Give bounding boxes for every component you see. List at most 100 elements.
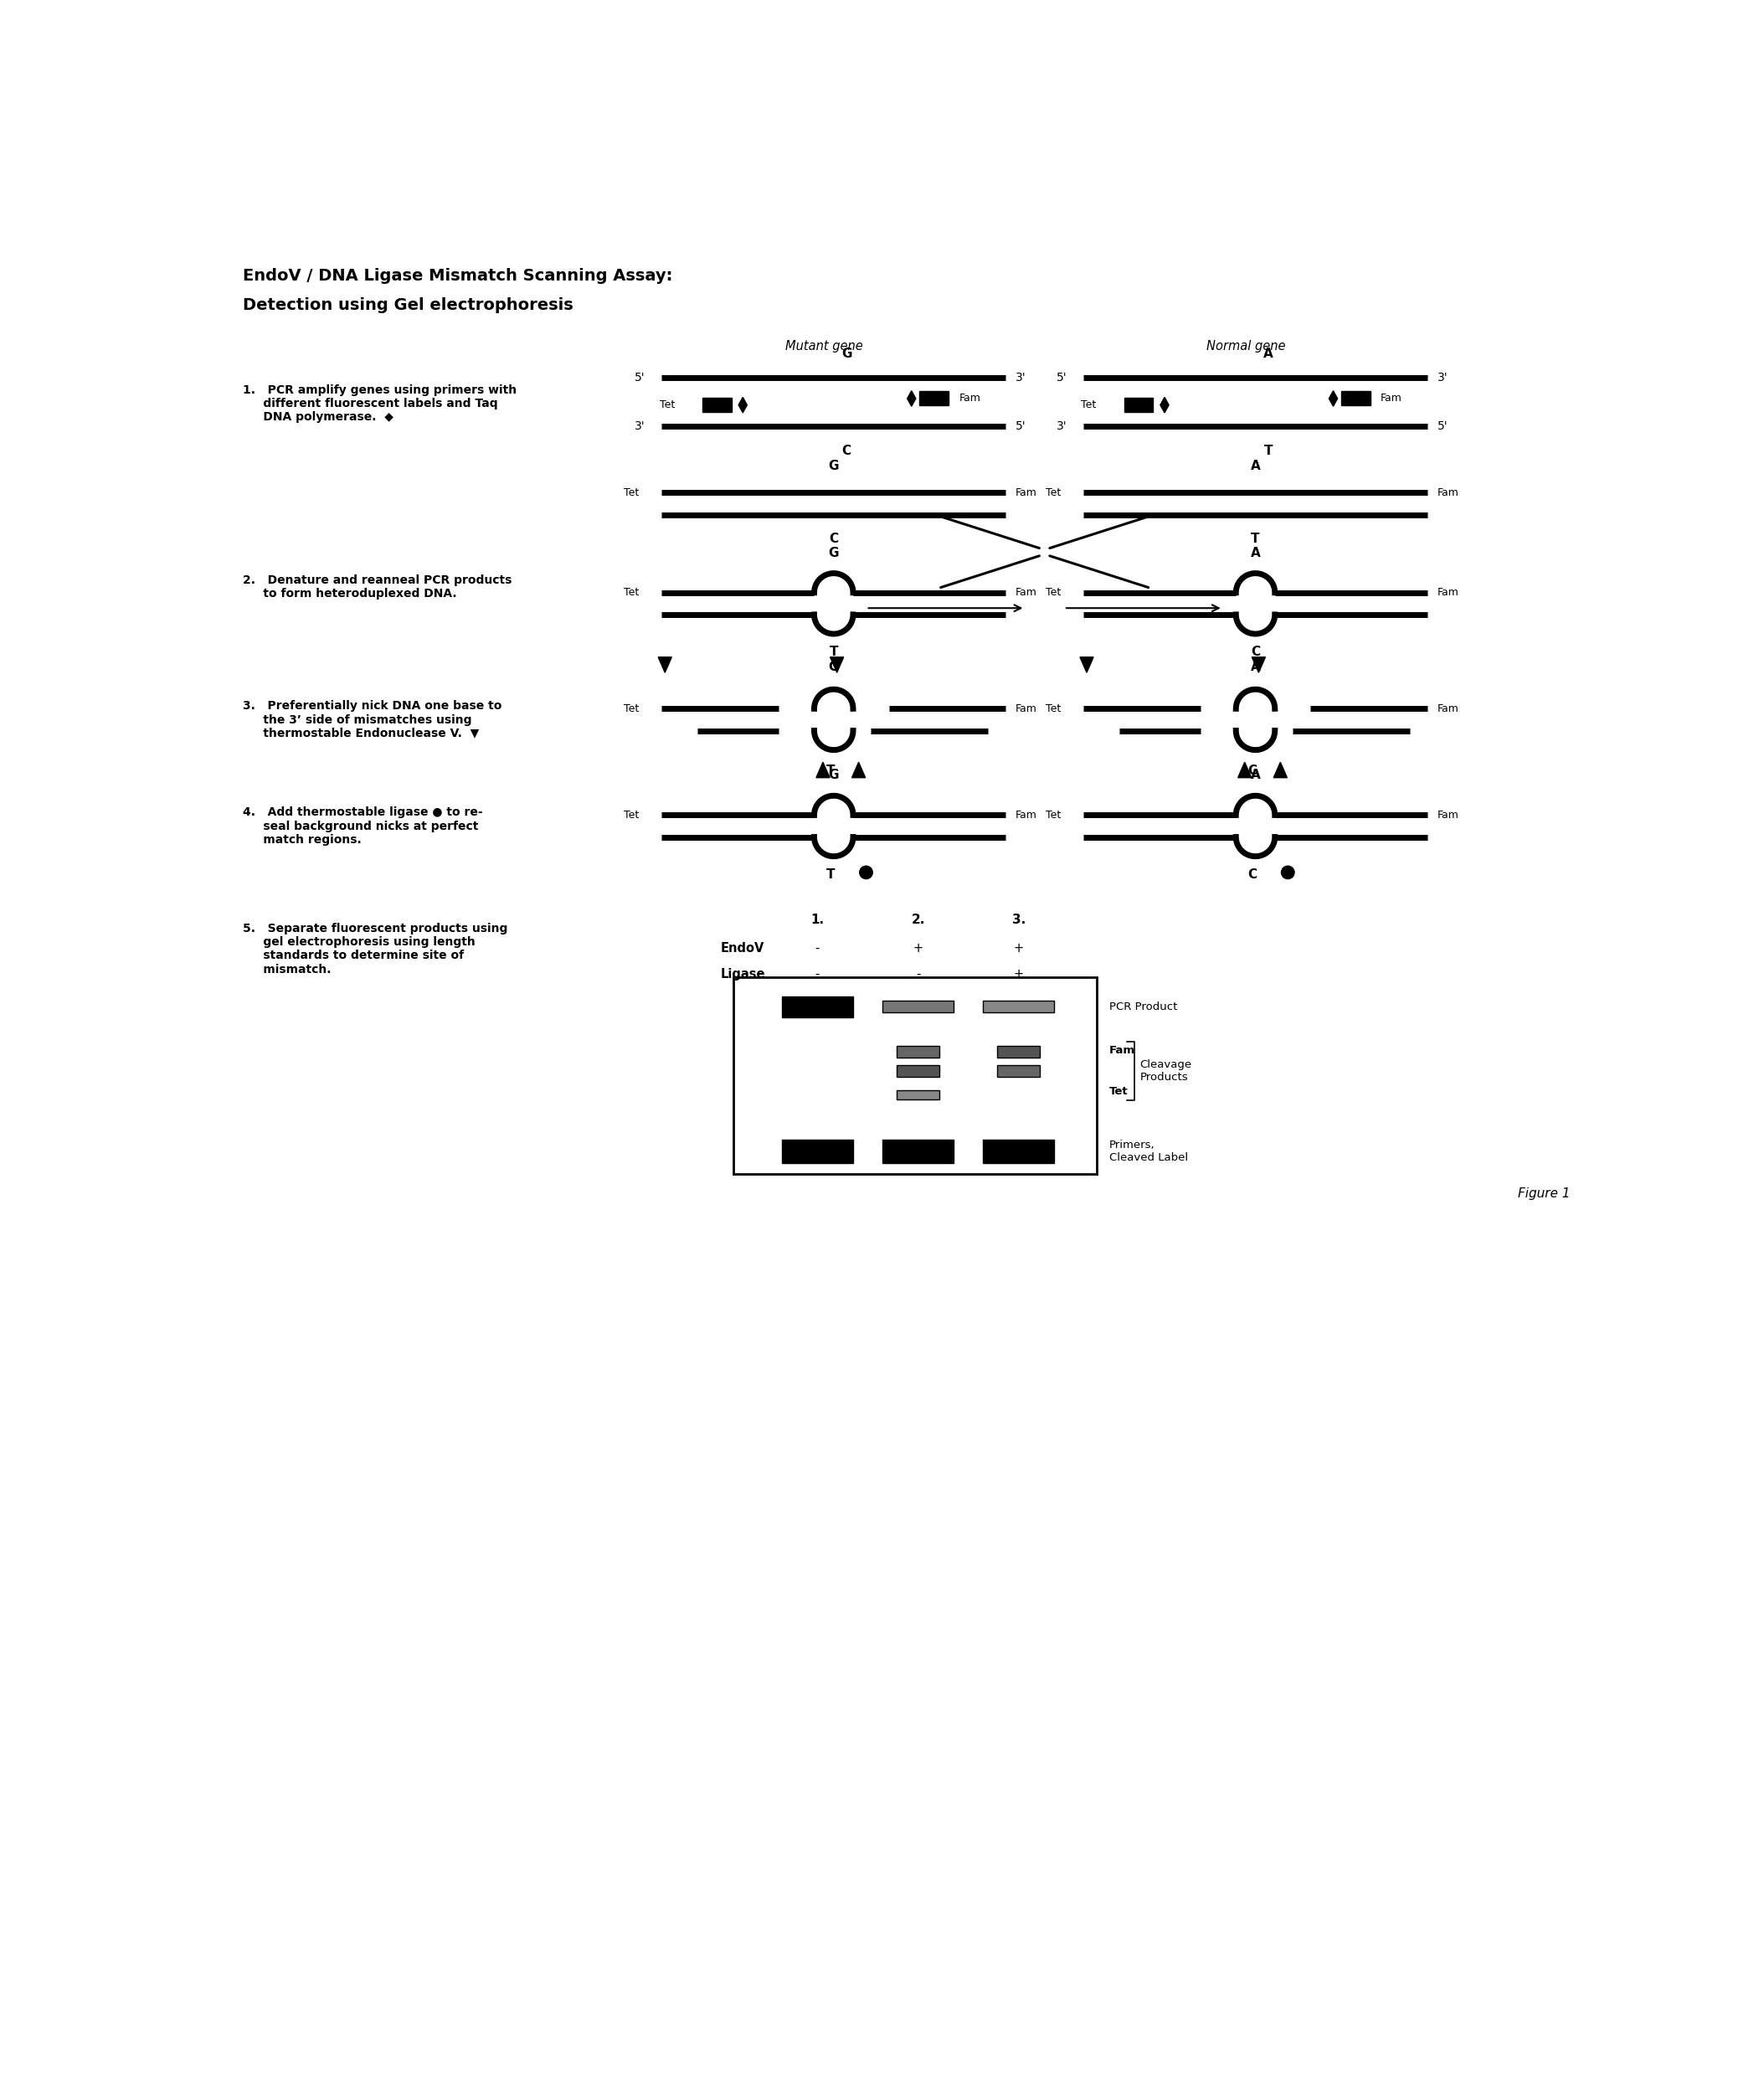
FancyBboxPatch shape [1124, 397, 1154, 412]
Text: C: C [1247, 867, 1256, 880]
Text: PCR Product: PCR Product [1110, 1000, 1178, 1013]
Text: 3': 3' [1016, 372, 1027, 385]
Text: G: G [829, 460, 840, 472]
Text: Fam: Fam [1016, 487, 1037, 497]
Circle shape [1281, 865, 1295, 880]
Text: C: C [1247, 763, 1256, 776]
Polygon shape [1252, 657, 1265, 672]
Text: Tet: Tet [624, 809, 639, 820]
Text: Detection using Gel electrophoresis: Detection using Gel electrophoresis [243, 297, 573, 314]
Polygon shape [907, 391, 916, 406]
Text: 3': 3' [635, 420, 646, 433]
Text: Tet: Tet [660, 399, 674, 410]
Text: Fam: Fam [1438, 587, 1459, 599]
Circle shape [859, 865, 873, 880]
Text: Tet: Tet [624, 703, 639, 713]
Text: +: + [914, 942, 923, 955]
Text: 5.   Separate fluorescent products using
     gel electrophoresis using length
 : 5. Separate fluorescent products using g… [243, 924, 508, 976]
Text: T: T [1251, 532, 1259, 545]
Text: G: G [829, 770, 840, 782]
Text: 5': 5' [1438, 420, 1448, 433]
Text: A: A [1263, 347, 1274, 360]
Text: 3.   Preferentially nick DNA one base to
     the 3’ side of mismatches using
  : 3. Preferentially nick DNA one base to t… [243, 701, 503, 738]
Text: 3': 3' [1438, 372, 1448, 385]
Text: Tet: Tet [1046, 703, 1060, 713]
Text: Tet: Tet [1046, 587, 1060, 599]
Polygon shape [852, 761, 866, 778]
Text: A: A [1251, 661, 1259, 674]
Text: Normal gene: Normal gene [1207, 339, 1286, 352]
Text: 5': 5' [1057, 372, 1067, 385]
Text: 2.: 2. [912, 913, 924, 926]
Text: 3.: 3. [1013, 913, 1025, 926]
Text: C: C [1251, 645, 1259, 657]
Text: Fam: Fam [960, 393, 981, 404]
Text: G: G [841, 347, 852, 360]
Text: A: A [1251, 547, 1259, 560]
FancyBboxPatch shape [896, 1065, 938, 1077]
Text: 5': 5' [1016, 420, 1027, 433]
Text: C: C [829, 532, 838, 545]
Text: Fam: Fam [1016, 809, 1037, 820]
Polygon shape [739, 397, 748, 412]
Text: Ligase: Ligase [720, 967, 766, 980]
Text: T: T [829, 645, 838, 657]
Text: 1.   PCR amplify genes using primers with
     different fluorescent labels and : 1. PCR amplify genes using primers with … [243, 385, 517, 422]
FancyBboxPatch shape [983, 1140, 1055, 1163]
Text: G: G [829, 547, 840, 560]
FancyBboxPatch shape [882, 1140, 954, 1163]
Text: Primers,
Cleaved Label: Primers, Cleaved Label [1110, 1140, 1189, 1163]
Text: Fam: Fam [1016, 703, 1037, 713]
Text: T: T [1265, 445, 1274, 458]
Polygon shape [817, 761, 829, 778]
Text: Tet: Tet [1110, 1086, 1129, 1096]
Text: Tet: Tet [1046, 487, 1060, 497]
Text: Fam: Fam [1381, 393, 1402, 404]
FancyBboxPatch shape [1341, 391, 1371, 406]
FancyBboxPatch shape [882, 1000, 954, 1013]
Polygon shape [1274, 761, 1288, 778]
Text: Tet: Tet [624, 487, 639, 497]
Polygon shape [1080, 657, 1094, 672]
Text: +: + [1014, 942, 1023, 955]
Text: EndoV / DNA Ligase Mismatch Scanning Assay:: EndoV / DNA Ligase Mismatch Scanning Ass… [243, 268, 674, 285]
FancyBboxPatch shape [919, 391, 949, 406]
Text: Fam: Fam [1016, 587, 1037, 599]
FancyBboxPatch shape [896, 1046, 938, 1057]
Polygon shape [1328, 391, 1337, 406]
FancyBboxPatch shape [997, 1046, 1039, 1057]
Text: T: T [826, 867, 834, 880]
Text: Tet: Tet [1081, 399, 1097, 410]
Text: G: G [829, 661, 840, 674]
Text: A: A [1251, 460, 1259, 472]
Text: C: C [841, 445, 852, 458]
Text: -: - [815, 942, 820, 955]
Text: -: - [916, 967, 921, 980]
Text: Fam: Fam [1438, 703, 1459, 713]
Text: Tet: Tet [1046, 809, 1060, 820]
Text: EndoV: EndoV [720, 942, 764, 955]
Text: T: T [826, 763, 834, 776]
FancyBboxPatch shape [781, 1140, 854, 1163]
Polygon shape [1161, 397, 1170, 412]
Text: 3': 3' [1057, 420, 1067, 433]
Text: 1.: 1. [811, 913, 824, 926]
FancyBboxPatch shape [896, 1090, 938, 1100]
Text: 2.   Denature and reanneal PCR products
     to form heteroduplexed DNA.: 2. Denature and reanneal PCR products to… [243, 574, 512, 599]
FancyBboxPatch shape [781, 996, 854, 1017]
Text: Figure 1: Figure 1 [1517, 1188, 1570, 1200]
Text: Fam: Fam [1438, 809, 1459, 820]
Text: Fam: Fam [1438, 487, 1459, 497]
Text: Tet: Tet [624, 587, 639, 599]
Polygon shape [1238, 761, 1251, 778]
Text: A: A [1251, 770, 1259, 782]
FancyBboxPatch shape [997, 1065, 1039, 1077]
FancyBboxPatch shape [702, 397, 732, 412]
Text: Fam: Fam [1110, 1044, 1136, 1057]
FancyBboxPatch shape [734, 978, 1097, 1175]
Text: Mutant gene: Mutant gene [785, 339, 863, 352]
Text: 5': 5' [635, 372, 646, 385]
Text: Cleavage
Products: Cleavage Products [1140, 1059, 1192, 1084]
Text: -: - [815, 967, 820, 980]
FancyBboxPatch shape [983, 1000, 1055, 1013]
